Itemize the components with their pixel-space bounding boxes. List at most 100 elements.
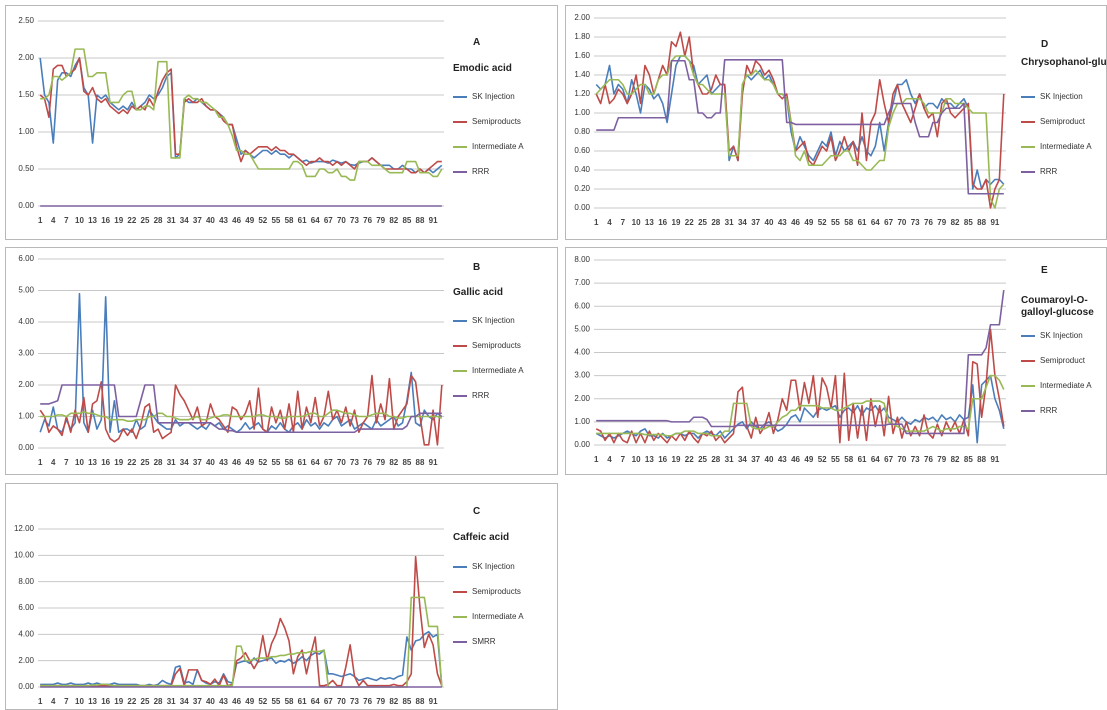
chart-panel: 0.00 1.00 2.00 3.00 4.00 5.00 6.00 1 4 7 10 13 16 19 2… — [5, 247, 558, 475]
chart: 0.00 1.00 2.00 3.00 4.00 5.00 6.00 1 4 7 10 13 16 19 2… — [18, 254, 524, 467]
x-tick-label: 88 — [416, 697, 425, 706]
y-tick-label: 2.00 — [574, 394, 590, 403]
x-tick-label: 67 — [324, 697, 333, 706]
x-tick-label: 28 — [154, 697, 163, 706]
x-tick-label: 7 — [64, 458, 69, 467]
panel-label: B — [473, 262, 481, 273]
x-tick-label: 58 — [285, 458, 294, 467]
series-line — [595, 31, 1005, 209]
x-tick-label: 85 — [964, 455, 973, 464]
y-tick-label: 3.00 — [574, 371, 590, 380]
panel-label: A — [473, 37, 481, 48]
y-tick-label: 5.00 — [574, 324, 590, 333]
x-tick-label: 55 — [831, 455, 840, 464]
x-tick-label: 76 — [924, 218, 933, 227]
x-tick-label: 58 — [285, 697, 294, 706]
x-tick-label: 58 — [844, 455, 853, 464]
x-tick-label: 67 — [884, 218, 893, 227]
x-tick-label: 10 — [75, 697, 84, 706]
panel-label: D — [1041, 39, 1049, 50]
x-tick-label: 91 — [429, 216, 438, 225]
y-tick-label: 4.00 — [18, 629, 34, 638]
series-line — [596, 374, 1005, 437]
x-tick-label: 34 — [738, 455, 747, 464]
x-tick-label: 4 — [51, 697, 56, 706]
legend-label: Semiproduct — [1040, 356, 1086, 365]
legend-label: SK Injection — [1040, 331, 1083, 340]
y-tick-label: 12.00 — [14, 524, 35, 533]
x-tick-label: 13 — [645, 455, 654, 464]
x-tick-label: 1 — [38, 216, 43, 225]
x-tick-label: 16 — [658, 218, 667, 227]
x-tick-label: 61 — [858, 455, 867, 464]
x-tick-label: 31 — [725, 218, 734, 227]
chart: 0.00 2.00 4.00 6.00 8.00 10.00 12.00 1 4 7 10 13 16 1… — [14, 524, 524, 706]
x-tick-label: 37 — [193, 458, 202, 467]
x-tick-label: 37 — [751, 218, 760, 227]
x-tick-label: 4 — [607, 218, 612, 227]
x-tick-label: 79 — [376, 458, 385, 467]
x-tick-label: 43 — [219, 697, 228, 706]
x-tick-label: 28 — [154, 458, 163, 467]
x-tick-label: 76 — [363, 216, 372, 225]
legend-label: SK Injection — [472, 316, 515, 325]
x-tick-label: 10 — [632, 455, 641, 464]
x-tick-label: 46 — [232, 697, 241, 706]
x-tick-label: 16 — [658, 455, 667, 464]
legend-label: Intermediate A — [472, 612, 524, 621]
x-tick-label: 79 — [937, 455, 946, 464]
chart-title: Chrysophanol-glucoside — [1021, 57, 1107, 68]
y-tick-label: 0.80 — [574, 127, 590, 136]
x-tick-label: 58 — [285, 216, 294, 225]
series-line — [595, 55, 1005, 190]
series-line — [39, 292, 443, 434]
panel-label: C — [473, 506, 481, 517]
x-tick-label: 40 — [206, 697, 215, 706]
x-tick-label: 43 — [219, 458, 228, 467]
x-tick-label: 67 — [324, 458, 333, 467]
legend-label: SK Injection — [472, 562, 515, 571]
x-tick-label: 37 — [751, 455, 760, 464]
x-tick-label: 10 — [75, 458, 84, 467]
x-tick-label: 64 — [871, 455, 880, 464]
x-tick-label: 25 — [698, 455, 707, 464]
x-tick-label: 4 — [51, 458, 56, 467]
x-tick-label: 19 — [114, 458, 123, 467]
x-tick-label: 73 — [350, 458, 359, 467]
chart-panel: 0.00 2.00 4.00 6.00 8.00 10.00 12.00 1 4 7 10 13 16 1… — [5, 483, 558, 710]
series-line — [596, 59, 1004, 195]
chart-title: Gallic acid — [453, 287, 504, 298]
series-line — [40, 384, 442, 434]
x-tick-label: 85 — [402, 216, 411, 225]
x-tick-label: 70 — [337, 697, 346, 706]
x-tick-label: 52 — [258, 216, 267, 225]
x-tick-label: 25 — [141, 216, 150, 225]
y-tick-label: 1.00 — [574, 417, 590, 426]
x-tick-label: 70 — [337, 216, 346, 225]
x-tick-label: 88 — [416, 458, 425, 467]
x-tick-label: 82 — [951, 455, 960, 464]
x-tick-label: 49 — [245, 458, 254, 467]
chart-title: Caffeic acid — [453, 532, 510, 543]
x-tick-label: 25 — [141, 697, 150, 706]
x-tick-label: 37 — [193, 697, 202, 706]
x-tick-label: 67 — [884, 455, 893, 464]
legend-label: Semiproducts — [472, 341, 521, 350]
x-tick-label: 85 — [402, 458, 411, 467]
x-tick-label: 28 — [711, 218, 720, 227]
x-tick-label: 64 — [871, 218, 880, 227]
x-tick-label: 13 — [88, 458, 97, 467]
legend-label: RRR — [1040, 406, 1058, 415]
x-tick-label: 79 — [376, 216, 385, 225]
x-tick-label: 64 — [311, 216, 320, 225]
x-tick-label: 55 — [271, 216, 280, 225]
x-tick-label: 61 — [298, 216, 307, 225]
y-tick-label: 0.50 — [18, 164, 34, 173]
x-tick-label: 49 — [245, 216, 254, 225]
x-tick-label: 19 — [672, 218, 681, 227]
y-tick-label: 1.50 — [18, 90, 34, 99]
y-tick-label: 0.60 — [574, 146, 590, 155]
x-tick-label: 76 — [924, 455, 933, 464]
x-tick-label: 88 — [977, 455, 986, 464]
x-tick-label: 61 — [858, 218, 867, 227]
